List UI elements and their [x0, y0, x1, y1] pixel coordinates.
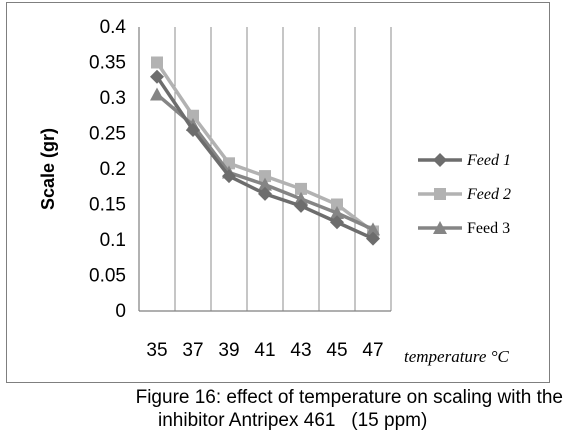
- legend-marker-feed-3: [433, 221, 447, 234]
- legend-label-feed-1: Feed 1: [466, 152, 511, 169]
- y-tick-label: 0.25: [89, 124, 126, 145]
- data-point-feed-1: [258, 186, 272, 201]
- y-tick-label: 0.35: [89, 53, 126, 74]
- y-tick-label: 0.15: [89, 195, 126, 216]
- x-tick-label: 45: [326, 340, 347, 361]
- y-tick-label: 0.1: [100, 230, 126, 251]
- data-point-feed-3: [258, 177, 272, 191]
- data-point-feed-1: [186, 122, 200, 137]
- x-axis-label: temperature °C: [404, 347, 510, 366]
- data-point-feed-1: [294, 198, 308, 213]
- data-point-feed-1: [330, 215, 344, 230]
- data-point-feed-3: [150, 87, 164, 101]
- y-tick-label: 0.4: [100, 17, 127, 38]
- y-tick-label: 0: [115, 301, 126, 322]
- data-point-feed-2: [187, 109, 199, 122]
- data-point-feed-3: [366, 222, 380, 236]
- figure-caption: Figure 16: effect of temperature on scal…: [0, 386, 567, 432]
- chart-frame: [6, 2, 550, 383]
- data-point-feed-1: [222, 169, 236, 184]
- data-point-feed-3: [294, 191, 308, 205]
- x-tick-label: 47: [362, 340, 383, 361]
- x-tick-label: 43: [290, 340, 311, 361]
- x-tick-label: 35: [146, 340, 167, 361]
- legend-marker-feed-2: [434, 188, 446, 200]
- data-point-feed-2: [295, 182, 307, 195]
- legend-label-feed-3: Feed 3: [467, 220, 510, 237]
- data-point-feed-2: [331, 198, 343, 211]
- caption-line-2: inhibitor Antripex 461 (15 ppm): [158, 410, 428, 431]
- legend-label-feed-2: Feed 2: [466, 186, 511, 203]
- x-tick-label: 41: [254, 340, 275, 361]
- x-tick-label: 37: [182, 340, 203, 361]
- y-tick-label: 0.3: [100, 88, 126, 109]
- y-tick-label: 0.2: [100, 159, 126, 180]
- x-tick-label: 39: [218, 340, 239, 361]
- y-axis-label: Scale (gr): [38, 128, 58, 210]
- caption-line-1: Figure 16: effect of temperature on scal…: [135, 387, 563, 408]
- data-point-feed-2: [259, 170, 271, 183]
- data-point-feed-2: [151, 56, 163, 69]
- legend-marker-feed-1: [433, 153, 447, 167]
- y-tick-label: 0.05: [89, 266, 126, 287]
- data-point-feed-1: [150, 69, 164, 84]
- data-point-feed-1: [366, 231, 380, 246]
- data-point-feed-3: [330, 206, 344, 220]
